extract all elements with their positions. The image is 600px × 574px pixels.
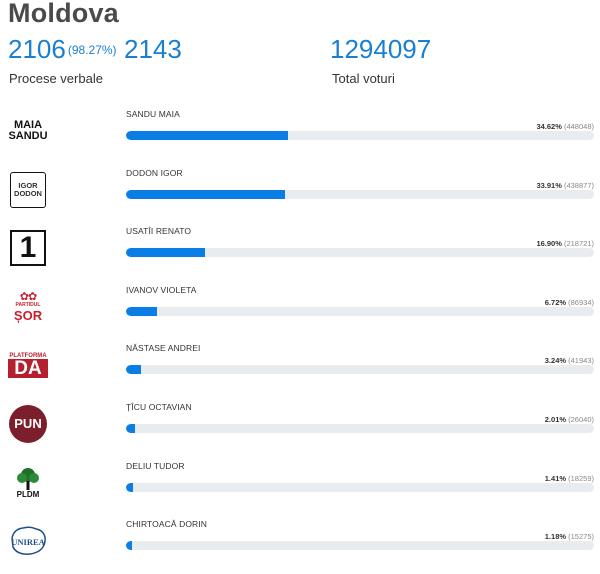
candidate-votes: (438877)	[563, 180, 594, 190]
candidate-name: DELIU TUDOR	[126, 460, 185, 471]
candidate-row: PUN ȚÎCU OCTAVIAN 2.01% (26040)	[0, 398, 600, 457]
candidate-result: 33.91% (438877)	[536, 181, 594, 190]
tree-icon	[17, 467, 39, 490]
candidate-name: SANDU MAIA	[126, 109, 180, 119]
maia-sandu-logo: MAIA SANDU	[8, 119, 48, 142]
votes-total: 1294097	[330, 34, 432, 64]
candidate-percent: 2.01%	[544, 414, 567, 424]
candidate-result: 6.72% (86934)	[545, 298, 594, 307]
candidate-name: NĂSTASE ANDREI	[126, 343, 201, 354]
result-bar-track	[126, 482, 594, 492]
page-title: Moldova	[8, 0, 119, 28]
map-outline-icon: UNIREA	[11, 526, 46, 556]
result-bar-fill	[126, 541, 132, 551]
candidate-row: UNIREA CHIRTOACĂ DORIN 1.18% (15275)	[0, 515, 600, 574]
result-bar-fill	[126, 306, 158, 316]
candidate-name: CHIRTOACĂ DORIN	[126, 519, 208, 530]
candidate-result: 16.90% (218721)	[536, 239, 594, 248]
candidate-percent: 1.41%	[544, 473, 567, 483]
partidul-nostru-logo: 1	[8, 228, 48, 268]
result-bar-track	[126, 541, 594, 551]
candidate-percent: 33.91%	[536, 180, 562, 190]
result-bar-track	[126, 423, 594, 433]
result-bar-track	[126, 306, 594, 316]
processed-count: 2106 (98.27%)	[8, 34, 117, 65]
result-bar-fill	[126, 248, 206, 258]
candidate-votes: (18259)	[568, 473, 594, 483]
candidate-votes: (218721)	[563, 239, 594, 249]
result-bar-track	[126, 248, 594, 258]
candidate-row: ✿✿ PARTIDUL ȘOR IVANOV VIOLETA 6.72% (86…	[0, 281, 600, 340]
result-bar-track	[126, 189, 594, 199]
result-bar-track	[126, 365, 594, 375]
platforma-da-logo: PLATFORMA DA	[8, 352, 48, 379]
candidate-name: USATÎI RENATO	[126, 226, 192, 237]
processed-label: Procese verbale	[9, 71, 103, 86]
processed-count-value: 2106	[8, 34, 66, 64]
result-bar-fill	[126, 482, 133, 492]
candidate-percent: 34.62%	[536, 122, 562, 131]
igor-dodon-logo: IGOR DODON	[8, 170, 48, 210]
candidate-votes: (26040)	[568, 414, 594, 424]
candidate-result: 34.62% (448048)	[536, 122, 594, 131]
candidate-votes: (15275)	[568, 532, 594, 542]
candidate-result: 2.01% (26040)	[545, 415, 594, 424]
processed-total: 2143	[124, 34, 182, 64]
candidate-row: IGOR DODON DODON IGOR 33.91% (438877)	[0, 164, 600, 223]
candidate-percent: 16.90%	[536, 239, 562, 249]
candidate-name: ȚÎCU OCTAVIAN	[126, 401, 192, 412]
candidate-row: MAIA SANDU SANDU MAIA 34.62% (448048)	[0, 105, 600, 164]
candidate-result: 1.41% (18259)	[545, 474, 594, 483]
result-bar-fill	[126, 365, 142, 375]
candidate-name: IVANOV VIOLETA	[126, 284, 197, 295]
result-bar-fill	[126, 423, 136, 433]
partidul-sor-logo: ✿✿ PARTIDUL ȘOR	[13, 291, 43, 323]
processed-percent: (98.27%)	[67, 43, 117, 57]
candidate-name: DODON IGOR	[126, 167, 183, 178]
candidate-result: 3.24% (41943)	[545, 356, 594, 365]
candidate-row: 1 USATÎI RENATO 16.90% (218721)	[0, 222, 600, 281]
candidate-votes: (41943)	[568, 356, 594, 366]
candidate-percent: 6.72%	[544, 297, 567, 307]
result-bar-track	[126, 131, 594, 140]
candidate-percent: 1.18%	[544, 532, 567, 542]
candidate-votes: (448048)	[563, 122, 594, 131]
votes-label: Total voturi	[332, 71, 395, 86]
candidate-list: MAIA SANDU SANDU MAIA 34.62% (448048) IGO…	[0, 105, 600, 574]
candidate-row: PLATFORMA DA NĂSTASE ANDREI 3.24% (41943…	[0, 339, 600, 398]
svg-text:UNIREA: UNIREA	[11, 537, 45, 547]
unirea-logo: UNIREA	[8, 521, 48, 561]
candidate-votes: (86934)	[568, 297, 594, 307]
pun-logo: PUN	[8, 404, 48, 444]
result-bar-fill	[126, 189, 285, 199]
candidate-percent: 3.24%	[544, 356, 567, 366]
candidate-row: PLDM DELIU TUDOR 1.41% (18259)	[0, 457, 600, 516]
pldm-logo: PLDM	[8, 463, 48, 503]
candidate-result: 1.18% (15275)	[545, 532, 594, 541]
result-bar-fill	[126, 131, 289, 140]
